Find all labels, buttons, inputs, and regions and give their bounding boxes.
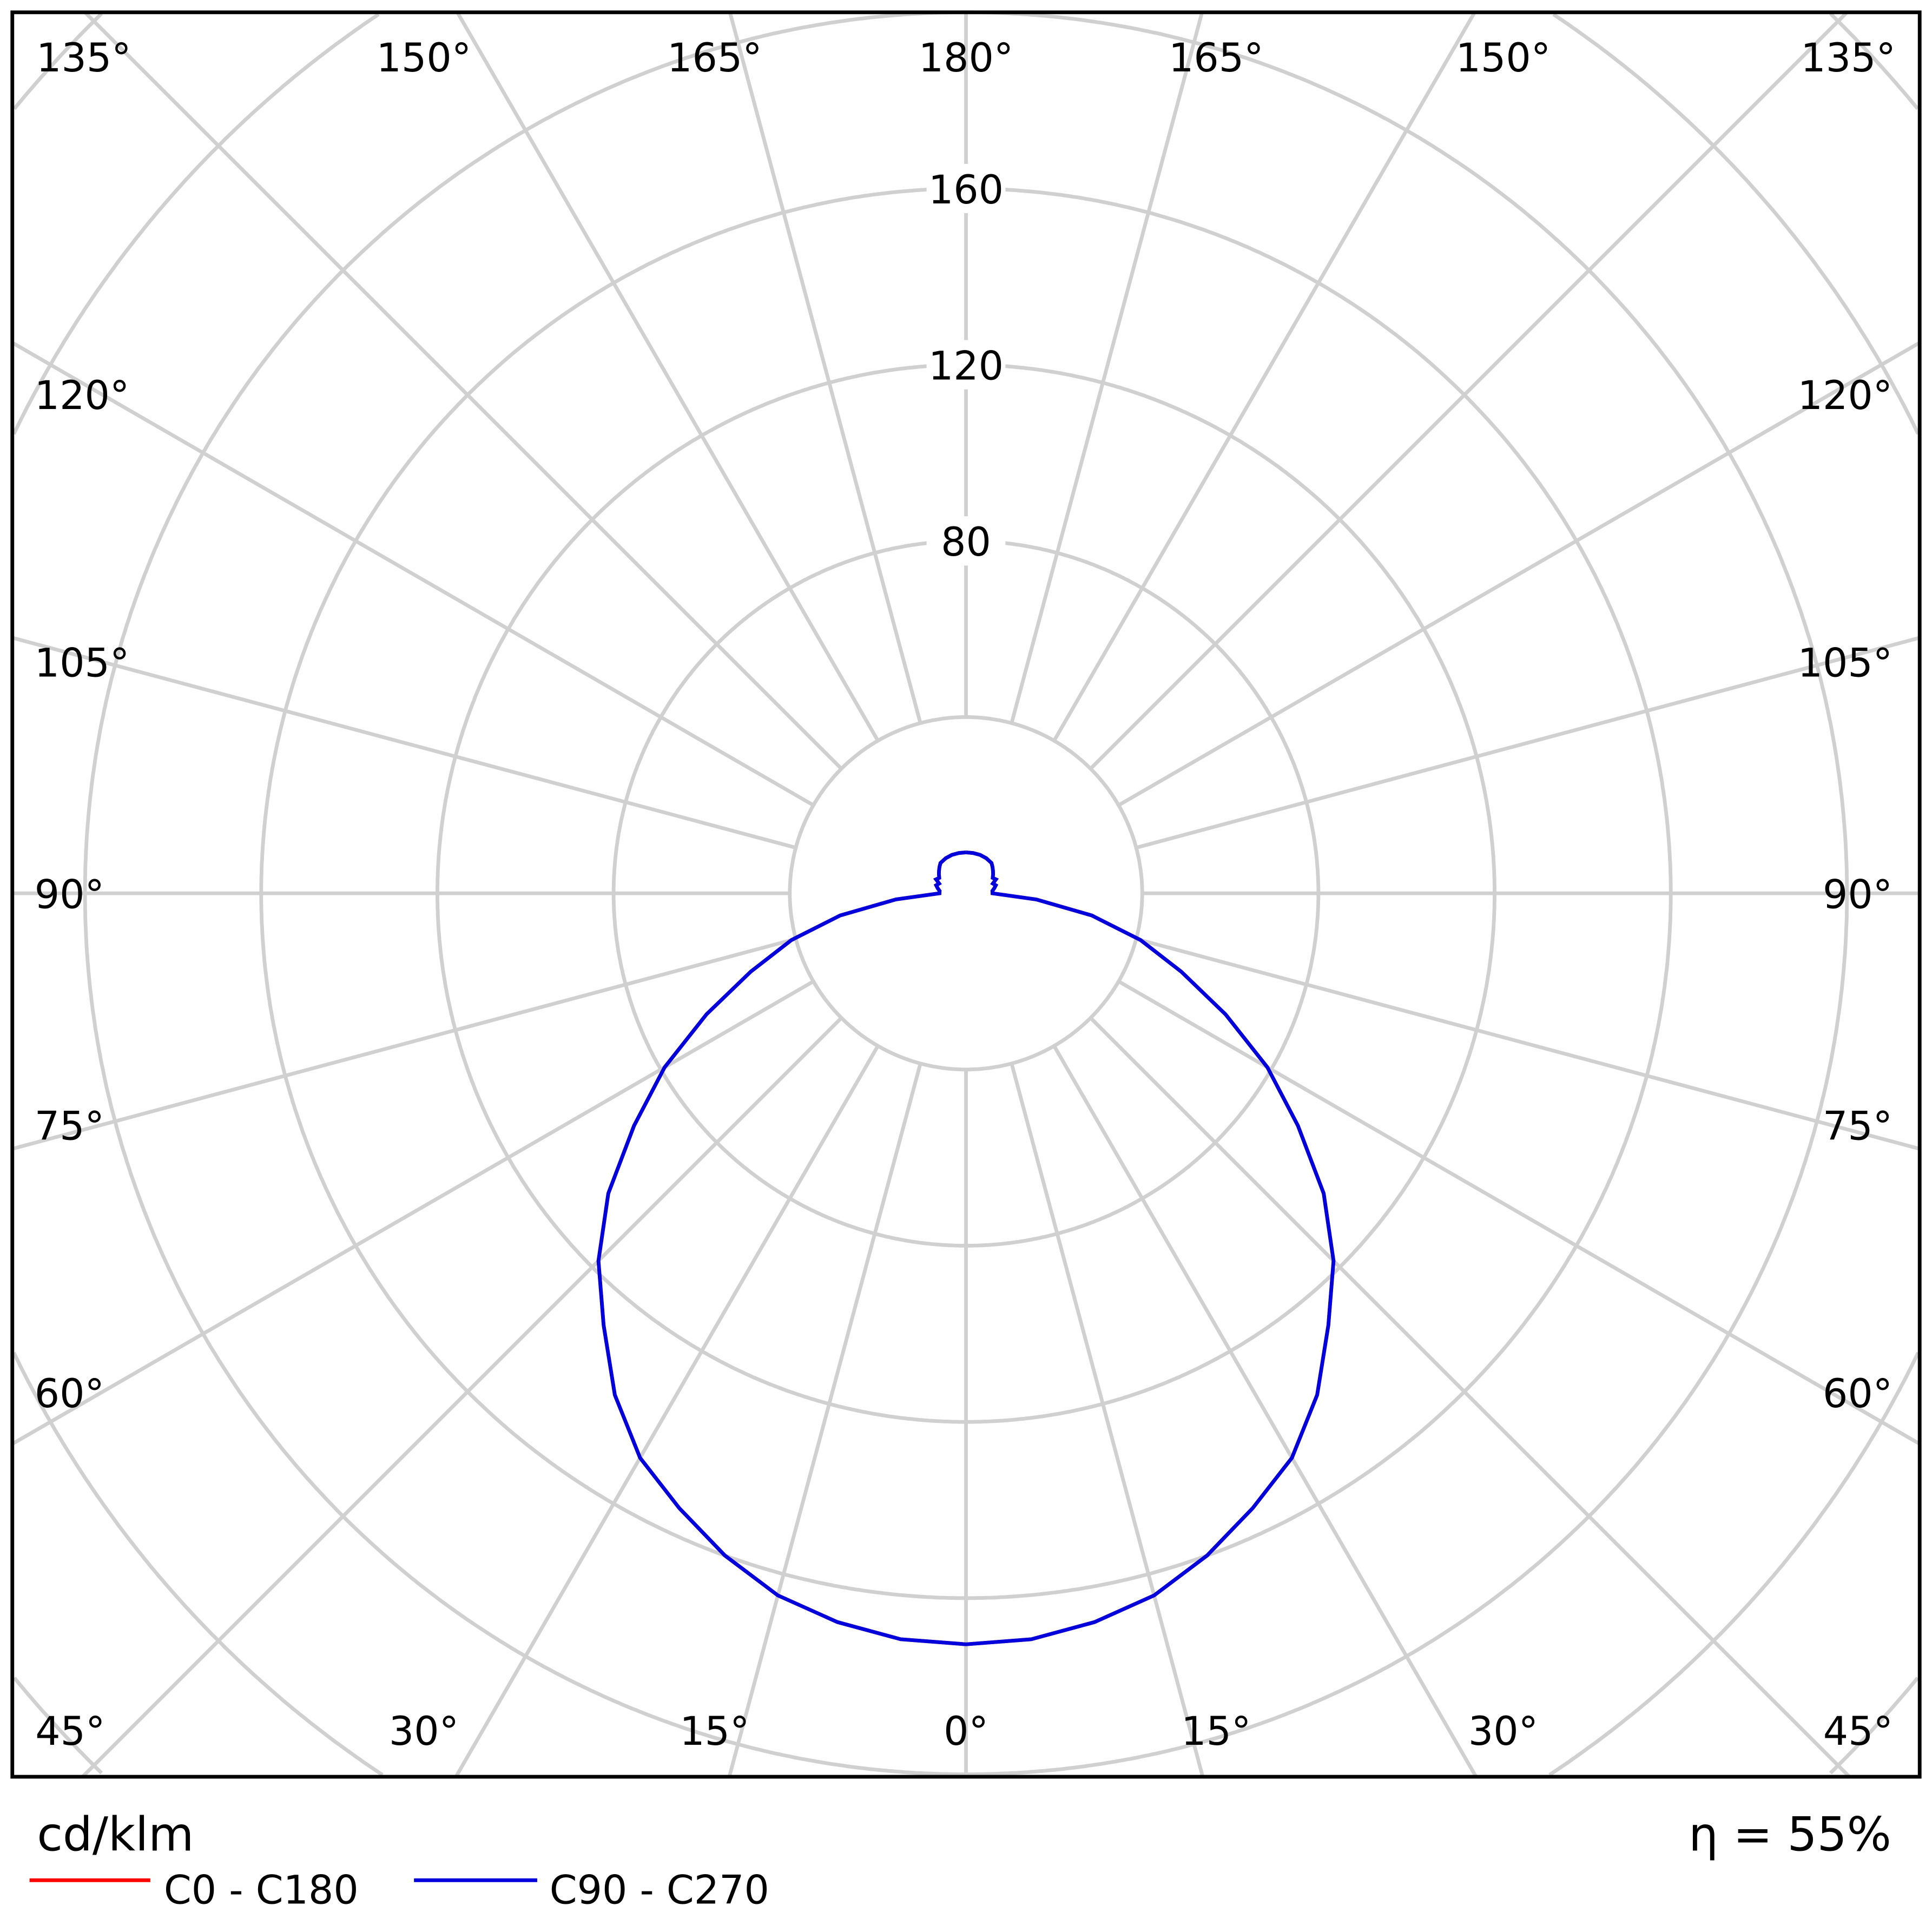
grid-spoke [1117, 341, 1921, 807]
grid-spoke [1136, 937, 1921, 1151]
grid-ring [12, 12, 1920, 1777]
angle-label: 30° [389, 1709, 459, 1755]
grid-spoke [81, 1017, 843, 1778]
grid-spoke [1136, 636, 1921, 850]
radial-tick-label: 120 [928, 343, 1004, 389]
angle-label: 75° [35, 1104, 104, 1150]
grid-spoke [83, 11, 843, 770]
legend-label-c90: C90 - C270 [550, 1868, 769, 1914]
angle-label: 45° [1823, 1709, 1893, 1755]
grid-spoke [456, 11, 880, 742]
angle-label: 165° [667, 35, 762, 81]
angle-label: 0° [944, 1709, 988, 1755]
radial-tick-label: 160 [928, 167, 1004, 213]
angle-label: 15° [1181, 1709, 1251, 1755]
angle-label: 150° [1456, 35, 1551, 81]
angle-label: 135° [1801, 35, 1896, 81]
grid-spoke [11, 937, 796, 1151]
angle-label: 60° [1823, 1371, 1893, 1417]
grid-spoke [11, 636, 796, 850]
plot-frame [10, 10, 1922, 1779]
series-curve-1 [596, 850, 1336, 1646]
grid-spoke [1089, 1017, 1851, 1778]
angle-label: 90° [35, 872, 104, 918]
angle-label: 105° [1798, 640, 1893, 686]
angle-label: 120° [35, 373, 130, 419]
legend: C0 - C180 C90 - C270 [29, 1868, 769, 1914]
radial-tick-labels: 80 120 160 [926, 163, 1006, 566]
angle-label: 165° [1169, 35, 1264, 81]
efficiency-label: η = 55% [1689, 1808, 1891, 1862]
angle-label: 120° [1798, 373, 1893, 419]
grid-spoke [454, 1045, 880, 1778]
angle-label: 150° [377, 35, 472, 81]
grid-spoke [1117, 980, 1921, 1446]
angle-label: 180° [919, 35, 1014, 81]
grid-spoke [1052, 1045, 1478, 1778]
polar-grid [11, 10, 1921, 1778]
angle-label: 60° [35, 1371, 104, 1417]
tick-label-bg [926, 516, 1006, 566]
grid-spoke [1089, 11, 1849, 770]
grid-spoke [1010, 1063, 1205, 1777]
unit-label: cd/klm [37, 1808, 194, 1862]
intensity-curves [596, 850, 1336, 1646]
grid-spoke [728, 11, 922, 724]
angle-label: 45° [35, 1709, 105, 1755]
tick-label-bg [926, 163, 1006, 213]
angle-label: 90° [1823, 872, 1893, 918]
angle-label: 105° [35, 640, 130, 686]
grid-spoke [727, 1063, 922, 1777]
angle-label: 75° [1823, 1104, 1893, 1150]
grid-ring [12, 12, 1920, 1775]
grid-spoke [11, 341, 815, 807]
legend-label-c0: C0 - C180 [164, 1868, 359, 1914]
grid-spoke [1010, 11, 1204, 724]
angle-label: 30° [1468, 1709, 1538, 1755]
angle-label: 135° [36, 35, 131, 81]
angle-labels: 135° 150° 165° 180° 165° 150° 135° 45° 30° 15° 0° 1… [35, 35, 1896, 1755]
tick-label-bg [926, 340, 1006, 390]
grid-ring [788, 715, 1144, 1072]
grid-spoke [1052, 11, 1476, 742]
angle-label: 15° [680, 1709, 749, 1755]
grid-spoke [11, 980, 815, 1446]
radial-tick-label: 80 [941, 519, 991, 565]
